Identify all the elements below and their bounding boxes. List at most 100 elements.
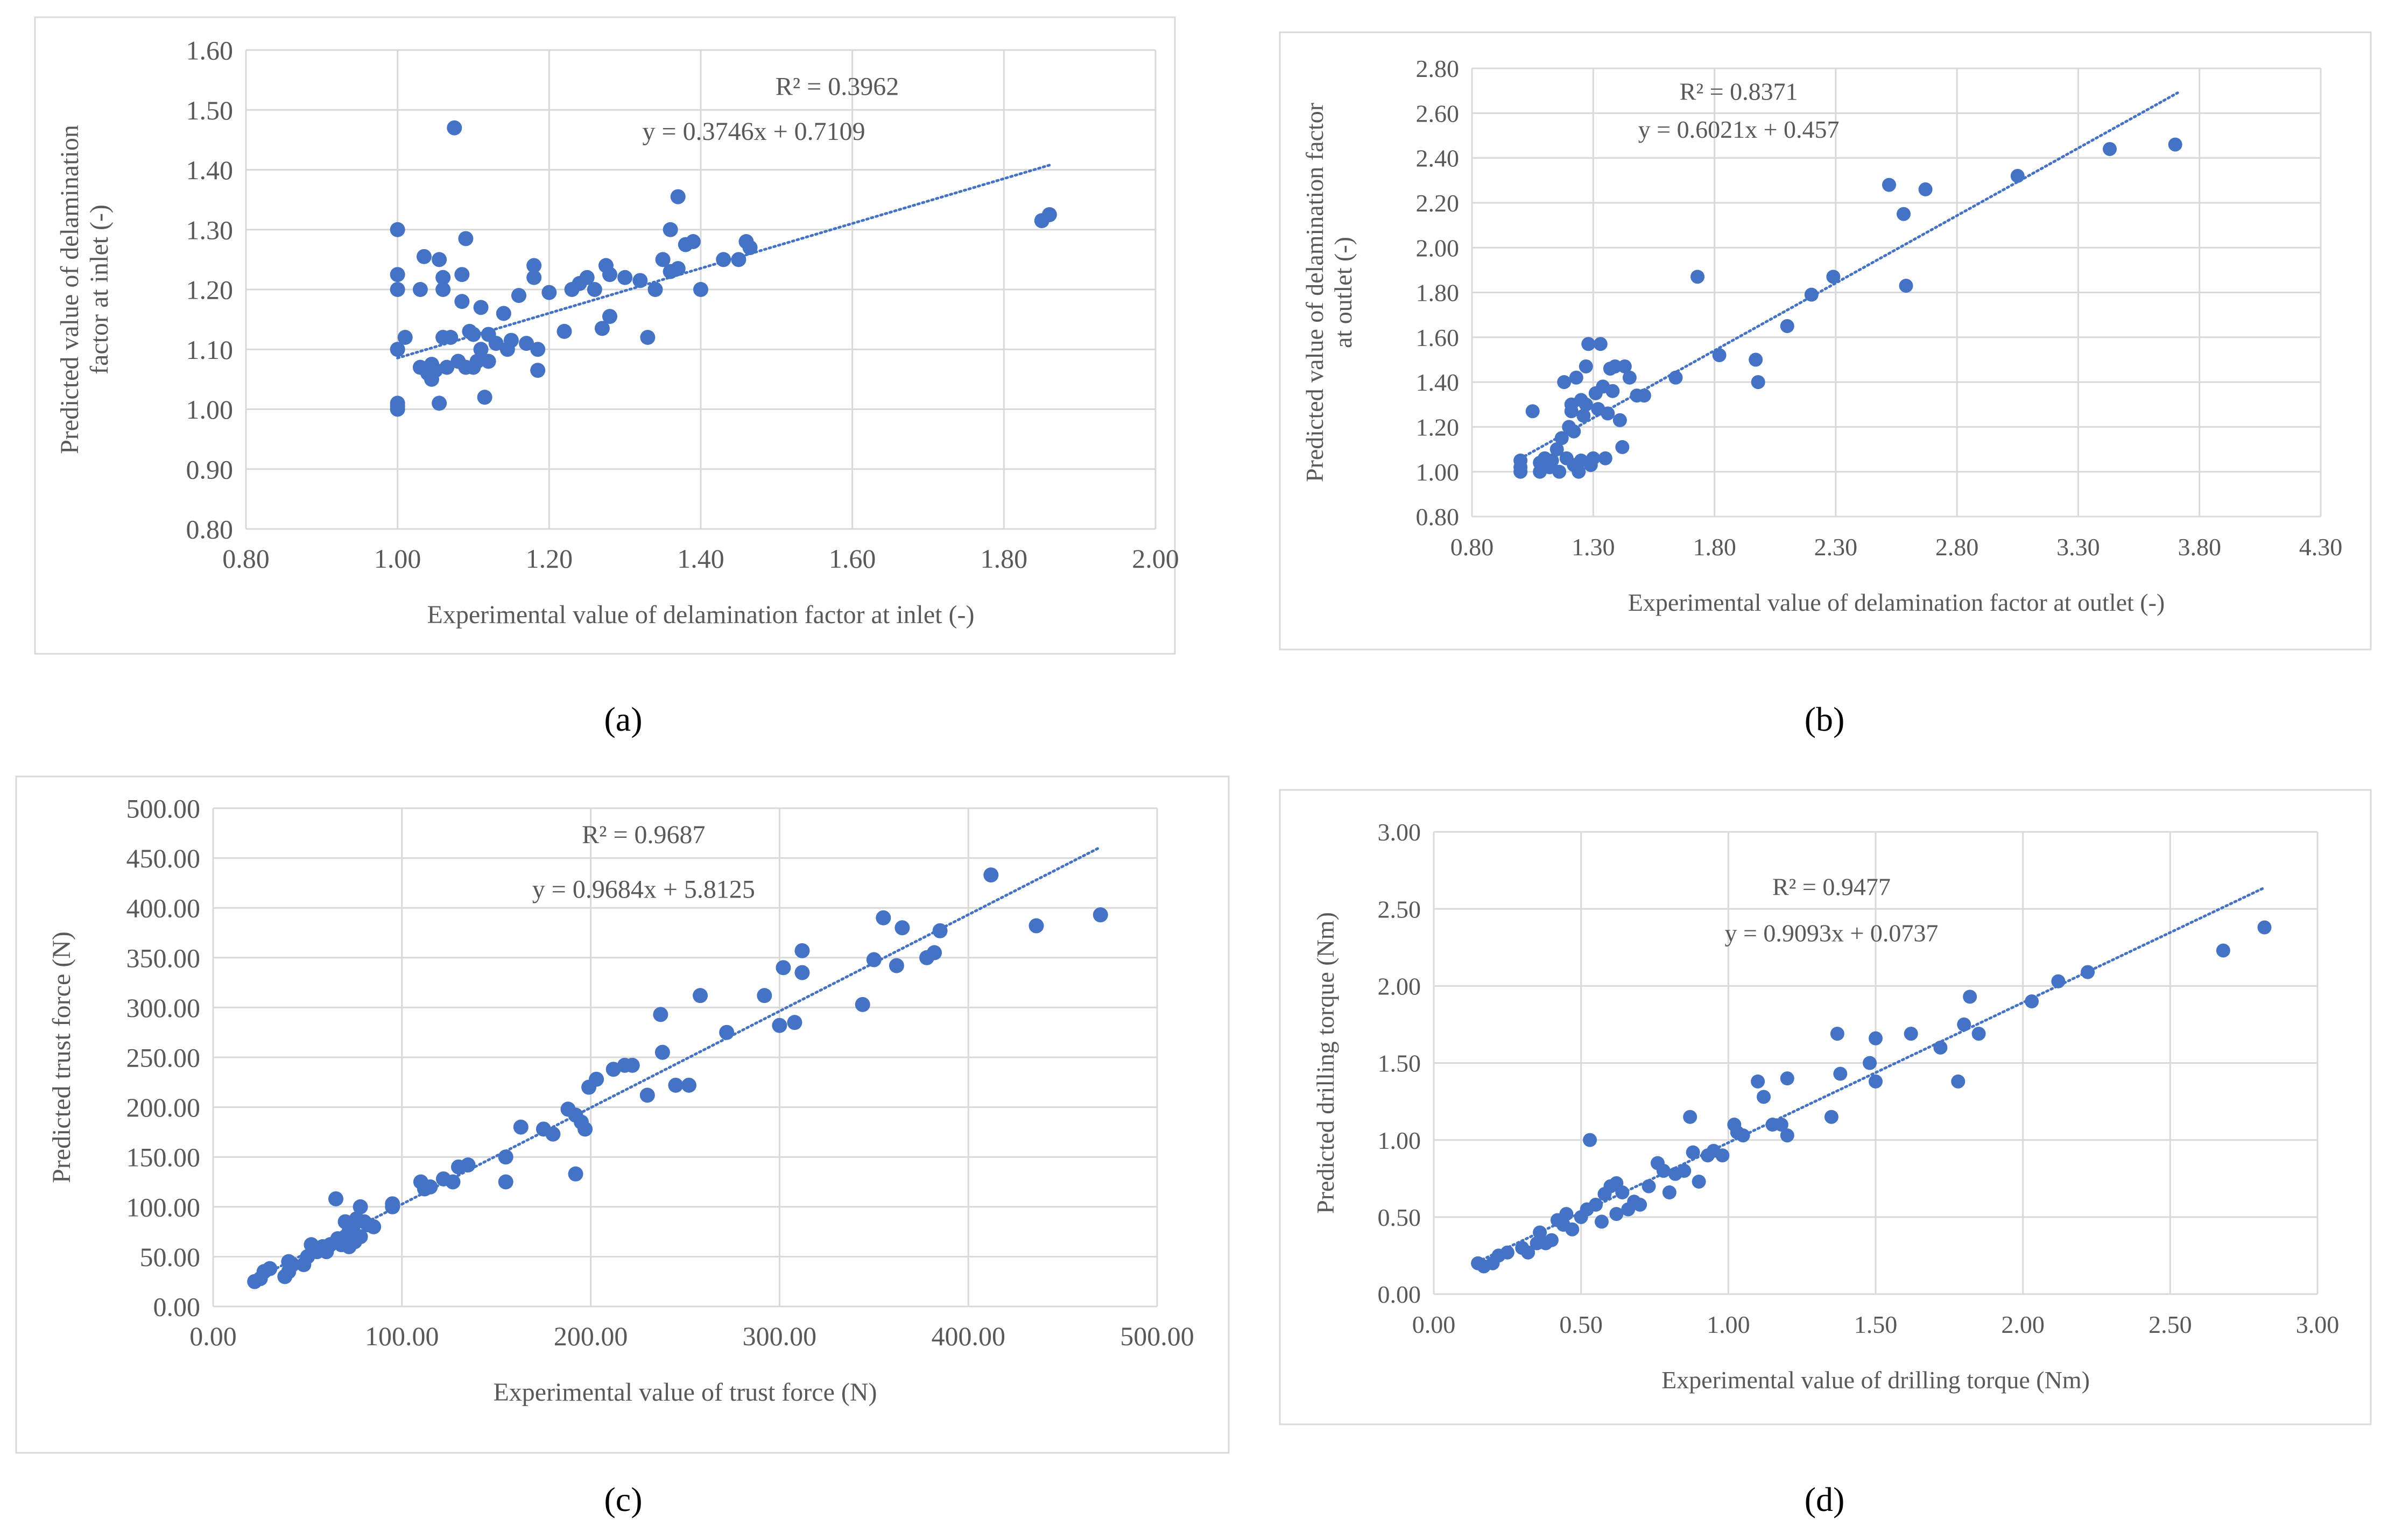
data-point	[617, 270, 633, 285]
data-point	[1668, 370, 1683, 385]
data-point	[1824, 1110, 1838, 1124]
chart-panel-d: 0.00 0.50 1.00 1.50 2.00 2.50 3.00 0.00 0.50 1.00…	[1279, 789, 2372, 1425]
data-point	[1637, 388, 1651, 403]
chart-frame	[1279, 789, 2372, 1425]
data-point	[473, 342, 489, 357]
data-point	[876, 910, 891, 926]
y-tick-label: 0.80	[186, 514, 234, 545]
x-tick-label: 2.30	[1814, 533, 1858, 561]
data-point	[445, 1174, 461, 1190]
y-tick-label: 0.90	[186, 454, 234, 484]
chart-frame	[34, 16, 1176, 655]
x-tick-label: 2.50	[2149, 1311, 2192, 1338]
data-point	[1552, 464, 1567, 479]
x-tick-label: 500.00	[1120, 1321, 1194, 1351]
data-point	[454, 267, 470, 282]
y-tick-label: 300.00	[126, 993, 201, 1023]
data-point	[1559, 1207, 1574, 1221]
data-point	[412, 282, 428, 297]
data-point	[587, 282, 602, 297]
y-axis-title: Predicted drilling torque (Nm)	[1312, 912, 1339, 1214]
data-point	[503, 333, 519, 348]
data-point	[579, 270, 595, 285]
data-point	[1933, 1040, 1948, 1055]
y-tick-label: 1.50	[186, 95, 234, 125]
data-point	[589, 1071, 604, 1087]
data-point	[1554, 431, 1569, 446]
y-tick-label: 2.40	[1416, 145, 1460, 172]
y-tick-label: 0.80	[1416, 503, 1460, 531]
data-point	[1774, 1118, 1788, 1132]
data-point	[1569, 370, 1583, 385]
x-tick-label: 1.40	[677, 543, 724, 574]
y-axis-title-line: factor at inlet (-)	[85, 204, 114, 375]
data-point	[458, 231, 474, 246]
data-point	[496, 306, 511, 321]
data-point	[435, 282, 451, 297]
data-point	[932, 923, 948, 938]
trendline-equation: y = 0.3746x + 0.7109	[643, 117, 865, 146]
data-point	[1951, 1074, 1966, 1089]
data-point	[1579, 397, 1593, 412]
data-point	[1605, 384, 1620, 398]
data-point	[577, 1121, 593, 1137]
x-tick-label: 300.00	[743, 1321, 817, 1351]
data-point	[390, 342, 405, 357]
data-point	[385, 1196, 400, 1212]
data-point	[1615, 440, 1630, 454]
data-point	[466, 327, 481, 342]
y-tick-label: 1.30	[186, 215, 234, 245]
x-tick-label: 1.00	[374, 543, 421, 574]
x-tick-label: 2.00	[2001, 1311, 2045, 1338]
data-point	[469, 354, 485, 369]
data-point	[693, 988, 708, 1004]
data-point	[477, 390, 492, 405]
chart-panel-b: 0.80 1.30 1.80 2.30 2.80 3.30 3.80 4.30 0.80 1.00…	[1279, 31, 2372, 651]
data-point	[640, 330, 656, 345]
x-tick-label: 3.00	[2296, 1311, 2340, 1338]
data-point	[1715, 1148, 1730, 1163]
data-point	[1598, 451, 1612, 465]
data-point	[1963, 990, 1977, 1004]
y-tick-label: 1.00	[1416, 458, 1460, 486]
data-point	[1612, 413, 1627, 427]
trendline-equation: y = 0.9684x + 5.8125	[532, 875, 755, 904]
data-point	[519, 336, 534, 351]
data-point	[927, 945, 942, 960]
data-point	[1677, 1163, 1692, 1178]
data-point	[390, 267, 405, 282]
chart-panel-a: 0.80 1.00 1.20 1.40 1.60 1.80 2.00 0.80 0.90 1.00…	[34, 16, 1179, 655]
x-tick-label: 0.50	[1559, 1311, 1603, 1338]
data-point	[1642, 1179, 1656, 1193]
x-tick-label: 3.30	[2056, 533, 2100, 561]
data-point	[1608, 359, 1622, 373]
data-point	[511, 288, 526, 303]
data-point	[1757, 1090, 1771, 1104]
data-point	[435, 270, 451, 285]
y-tick-label: 2.80	[1416, 55, 1460, 82]
data-point	[1617, 359, 1632, 373]
data-point	[285, 1257, 300, 1273]
y-axis-title-line: at outlet (-)	[1329, 237, 1357, 348]
data-point	[416, 249, 432, 264]
data-point	[432, 252, 447, 267]
data-point	[1576, 408, 1591, 423]
data-point	[1863, 1056, 1877, 1070]
data-point	[1780, 1128, 1794, 1143]
data-point	[1899, 279, 1913, 293]
x-tick-label: 0.80	[1450, 533, 1494, 561]
y-tick-label: 0.00	[153, 1292, 201, 1322]
data-point	[526, 258, 542, 273]
data-point	[390, 282, 405, 297]
data-point	[731, 252, 746, 267]
x-tick-label: 0.00	[1412, 1311, 1456, 1338]
y-axis-title-line: Predicted value of delamination factor	[1301, 103, 1328, 482]
x-tick-label: 1.50	[1854, 1311, 1898, 1338]
data-point	[473, 300, 489, 315]
data-point	[1093, 907, 1108, 923]
data-point	[557, 323, 572, 339]
y-tick-label: 2.20	[1416, 189, 1460, 217]
data-point	[2051, 974, 2066, 988]
data-point	[443, 330, 459, 345]
